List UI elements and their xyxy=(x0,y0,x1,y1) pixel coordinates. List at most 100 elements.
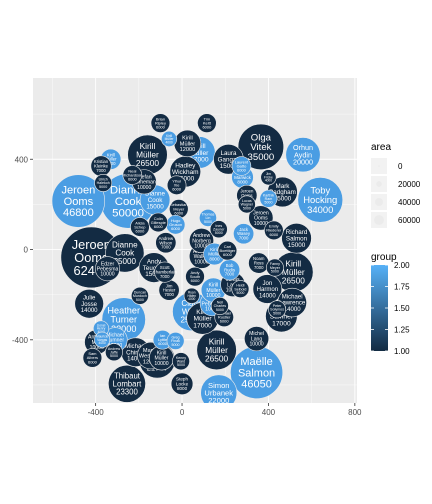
bubble-label: Wasey xyxy=(237,231,251,236)
bubble-label: Charles xyxy=(214,304,227,308)
bubble-label: Finak xyxy=(171,339,180,343)
bubble-label: Hocking xyxy=(303,194,337,205)
bubble-label: Salmon xyxy=(286,235,308,242)
bubble-label: Salmon xyxy=(238,367,275,379)
bubble-label: Jeroen xyxy=(61,185,95,197)
bubble-label: 8000 xyxy=(209,256,220,261)
bubble-label: Cook xyxy=(115,196,142,208)
bubble-label: 5000 xyxy=(136,298,144,302)
bubble-label: Vitek xyxy=(250,142,271,153)
bubble-circle xyxy=(297,177,344,223)
legend-area-label: 20000 xyxy=(398,180,421,189)
legend-group-label: 2.00 xyxy=(394,261,410,270)
bubble-label: 10000 xyxy=(206,293,220,299)
bubble-label: 26500 xyxy=(282,276,306,286)
bubble-label: Richardson xyxy=(122,172,142,177)
bubble-label: Kirill xyxy=(107,152,115,157)
bubble-label: Jack xyxy=(239,227,249,232)
bubble-label: 10000 xyxy=(137,185,151,191)
bubble-label: Dianne xyxy=(145,191,165,198)
bubble-label: 26500 xyxy=(136,158,160,168)
bubble-circle xyxy=(82,348,103,368)
bubble-label: 16000 xyxy=(176,176,194,183)
bubble-circle xyxy=(185,266,205,287)
bubble-circle xyxy=(148,212,169,233)
bubble-circle xyxy=(285,137,321,173)
bubble-label: 6000 xyxy=(220,319,230,324)
bubble-circle xyxy=(266,258,284,277)
bubble-circle xyxy=(252,274,283,304)
bubble-label: 6000 xyxy=(136,228,146,233)
bubble-label: Jeroen xyxy=(240,188,254,193)
bubble-circle xyxy=(130,217,150,237)
bubble-label: Müller xyxy=(105,157,117,162)
bubble-label: Lang xyxy=(251,336,263,342)
bubble-circle xyxy=(264,220,284,241)
bubble-circle xyxy=(166,175,187,195)
x-tick-label: 800 xyxy=(348,408,362,417)
bubble-circle xyxy=(172,352,190,371)
bubble-label: 5000 xyxy=(172,343,180,347)
bubble-label: 4000 xyxy=(265,179,272,183)
bubble-label: 6000 xyxy=(202,125,212,130)
bubble-label: Andrew xyxy=(193,233,211,239)
bubble-label: Ward xyxy=(177,360,186,364)
bubble-label: Harmon xyxy=(257,287,279,293)
legend-area-label: 40000 xyxy=(398,198,421,207)
legend-area-title: area xyxy=(371,142,391,153)
bubble-label: Murdoch xyxy=(133,294,147,298)
bubble-label: 8000 xyxy=(177,386,188,391)
bubble-label: Josse xyxy=(81,302,97,308)
legend-area-label: 0 xyxy=(398,162,403,171)
bubble-label: South xyxy=(190,274,200,279)
bubble-label: Fricke xyxy=(264,175,273,179)
bubble-label: Zauner xyxy=(213,227,225,231)
bubble-label: Müller xyxy=(165,137,175,141)
bubble-label: Hafen xyxy=(187,294,196,298)
bubble-circle xyxy=(209,220,228,239)
bubble-circle xyxy=(196,329,237,371)
bubble-label: 7000 xyxy=(161,245,171,250)
bubbles: JeroenOoms62400DianneCook50000JeroenOoms… xyxy=(51,113,344,403)
bubble-label: 35000 xyxy=(248,152,275,163)
bubble-label: Vargas xyxy=(97,338,107,342)
bubble-label: Kirill xyxy=(209,336,225,346)
bubble-label: 7000 xyxy=(96,168,106,173)
bubble-label: Müller xyxy=(190,150,209,157)
plot-panel: JeroenOoms62400DianneCook50000JeroenOoms… xyxy=(33,78,357,403)
x-tick-label: 0 xyxy=(180,408,185,417)
bubble-label: Ian xyxy=(160,333,166,338)
bubble-label: 5000 xyxy=(204,220,212,224)
bubble-label: Riederer xyxy=(266,228,282,233)
bubble-label: Müller xyxy=(208,252,221,257)
bubble-label: Steph xyxy=(176,377,188,382)
bubble-label: Andy xyxy=(147,258,162,265)
bubble-label: Urbanek xyxy=(204,389,233,398)
bubble-label: Alicia xyxy=(135,220,145,225)
bubble-label: Rustler xyxy=(218,315,231,320)
bubble-label: 5000 xyxy=(264,201,272,205)
bubble-circle xyxy=(51,174,106,228)
bubble-circle xyxy=(217,240,238,261)
bubble-label: Kristian xyxy=(94,159,109,164)
bubble-circle xyxy=(150,113,171,133)
bubble-label: 5000 xyxy=(177,363,185,367)
bubble-label: 6000 xyxy=(156,125,166,130)
bubble-label: Jeroen xyxy=(72,237,111,252)
bubble-label: 6000 xyxy=(154,224,164,229)
bubble-label: Cook xyxy=(115,249,135,258)
bubble-label: Ooms xyxy=(241,193,252,198)
bubble-label: Toby xyxy=(310,185,330,196)
